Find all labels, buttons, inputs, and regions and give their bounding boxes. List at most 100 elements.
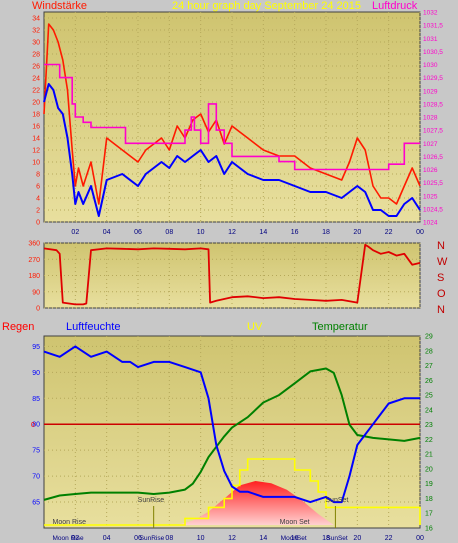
humidity-y-tick-label: 75: [32, 448, 40, 455]
pressure-y-tick-label: 1027: [423, 141, 438, 148]
direction-y-tick-label: 180: [28, 273, 40, 280]
sunset-axis-label: SunSet: [326, 535, 348, 542]
wind-y-tick-label: 22: [32, 88, 40, 95]
temperature-title: Temperatur: [312, 321, 368, 333]
moonrise-axis-label: Moon Rise: [53, 535, 84, 542]
humidity-y-tick-label: 90: [32, 370, 40, 377]
humidity-line: [43, 345, 420, 504]
pressure-y-tick-label: 1025,5: [423, 180, 443, 187]
sunrise-axis-label: SunRise: [140, 535, 165, 542]
pressure-y-tick-label: 1028,5: [423, 101, 443, 108]
climate-x-tick-label: 20: [353, 535, 361, 542]
pressure-y-tick-label: 1032: [423, 10, 438, 17]
temperature-y-tick-label: 21: [425, 452, 433, 459]
direction-label-o: O: [437, 288, 446, 300]
wind-y-tick-label: 12: [32, 148, 40, 155]
climate-x-tick-label: 14: [259, 535, 267, 542]
direction-y-tick-label: 360: [28, 241, 40, 248]
temperature-y-tick-label: 22: [425, 437, 433, 444]
climate-x-tick-label: 02: [71, 535, 79, 542]
wind-y-tick-label: 16: [32, 124, 40, 131]
wind-x-tick-label: 08: [165, 229, 173, 236]
wind-x-tick-label: 10: [197, 229, 205, 236]
climate-x-tick-label: 18: [322, 535, 330, 542]
sunrise-label: SunRise: [138, 497, 165, 504]
wind-x-tick-label: 04: [103, 229, 111, 236]
humidity-y-tick-label: 85: [32, 396, 40, 403]
wind-x-tick-label: 02: [71, 229, 79, 236]
wind-y-tick-label: 10: [32, 160, 40, 167]
humidity-y-tick-label: 95: [32, 344, 40, 351]
humidity-title: Luftfeuchte: [66, 321, 121, 333]
wind-y-tick-label: 4: [36, 196, 40, 203]
wind-x-tick-label: 22: [385, 229, 393, 236]
moonrise-label: Moon Rise: [53, 519, 87, 526]
pressure-y-tick-label: 1031: [423, 36, 438, 43]
wind-y-tick-label: 28: [32, 52, 40, 59]
wind-y-tick-label: 6: [36, 184, 40, 191]
wind-y-tick-label: 30: [32, 40, 40, 47]
climate-panel: 65 70 75 80 85 90 95 16 17 18 19 20 21 22 23 24 25 26 27 28…: [31, 334, 433, 543]
wind-gust-line: [43, 23, 421, 205]
chart-title: 24 hour graph day September 24 2015: [172, 0, 361, 12]
humidity-y-tick-label: 65: [32, 500, 40, 507]
wind-pressure-panel: 024681012141618202224262830323410241024,…: [32, 10, 443, 237]
wind-y-tick-label: 34: [32, 16, 40, 23]
temperature-y-tick-label: 29: [425, 334, 433, 341]
temperature-y-tick-label: 17: [425, 511, 433, 518]
climate-x-tick-label: 16: [291, 535, 299, 542]
pressure-y-tick-label: 1031,5: [423, 23, 443, 30]
uv-title: UV: [247, 321, 263, 333]
wind-y-tick-label: 20: [32, 100, 40, 107]
direction-y-tick-label: 0: [36, 306, 40, 313]
temperature-y-tick-label: 20: [425, 466, 433, 473]
pressure-title: Luftdruck: [372, 0, 418, 12]
rain-title: Regen: [2, 321, 35, 333]
wind-x-tick-label: 20: [353, 229, 361, 236]
wind-x-tick-label: 12: [228, 229, 236, 236]
rain-zero-label: 0: [31, 422, 35, 429]
direction-y-tick-label: 270: [28, 257, 40, 264]
temperature-line: [43, 367, 421, 501]
climate-x-tick-label: 10: [197, 535, 205, 542]
wind-y-tick-label: 24: [32, 76, 40, 83]
wind-x-tick-label: 06: [134, 229, 142, 236]
pressure-line: [44, 63, 420, 171]
pressure-y-tick-label: 1024: [423, 220, 438, 227]
direction-label-n1: N: [437, 240, 445, 252]
solar-radiation-area: [177, 481, 334, 525]
pressure-y-tick-label: 1030,5: [423, 49, 443, 56]
wind-x-tick-label: 14: [259, 229, 267, 236]
wind-y-tick-label: 2: [36, 208, 40, 215]
direction-label-n2: N: [437, 304, 445, 316]
wind-y-tick-label: 14: [32, 136, 40, 143]
temperature-y-tick-label: 19: [425, 481, 433, 488]
wind-y-tick-label: 8: [36, 172, 40, 179]
temperature-y-tick-label: 24: [425, 407, 433, 414]
temperature-y-tick-label: 27: [425, 363, 433, 370]
temperature-y-tick-label: 16: [425, 526, 433, 533]
humidity-y-tick-label: 70: [32, 474, 40, 481]
wind-y-tick-label: 0: [36, 220, 40, 227]
moonset-label: Moon Set: [280, 519, 310, 526]
wind-x-tick-label: 18: [322, 229, 330, 236]
pressure-y-tick-label: 1026,5: [423, 154, 443, 161]
climate-x-tick-label: 00: [416, 535, 424, 542]
pressure-y-tick-label: 1029: [423, 88, 438, 95]
wind-x-tick-label: 00: [416, 229, 424, 236]
wind-x-tick-label: 16: [291, 229, 299, 236]
wind-direction-panel: 0 90 180 270 360: [28, 241, 421, 313]
wind-y-tick-label: 32: [32, 28, 40, 35]
temperature-y-tick-label: 18: [425, 496, 433, 503]
pressure-y-tick-label: 1030: [423, 62, 438, 69]
wind-title: Windstärke: [32, 0, 88, 12]
pressure-y-tick-label: 1027,5: [423, 128, 443, 135]
temperature-y-tick-label: 25: [425, 393, 433, 400]
moonset-axis-label: MoonSet: [281, 535, 307, 542]
wind-direction-line: [43, 243, 421, 306]
climate-x-tick-label: 12: [228, 535, 236, 542]
pressure-y-tick-label: 1029,5: [423, 75, 443, 82]
pressure-y-tick-label: 1028: [423, 115, 438, 122]
direction-label-w: W: [437, 256, 448, 268]
